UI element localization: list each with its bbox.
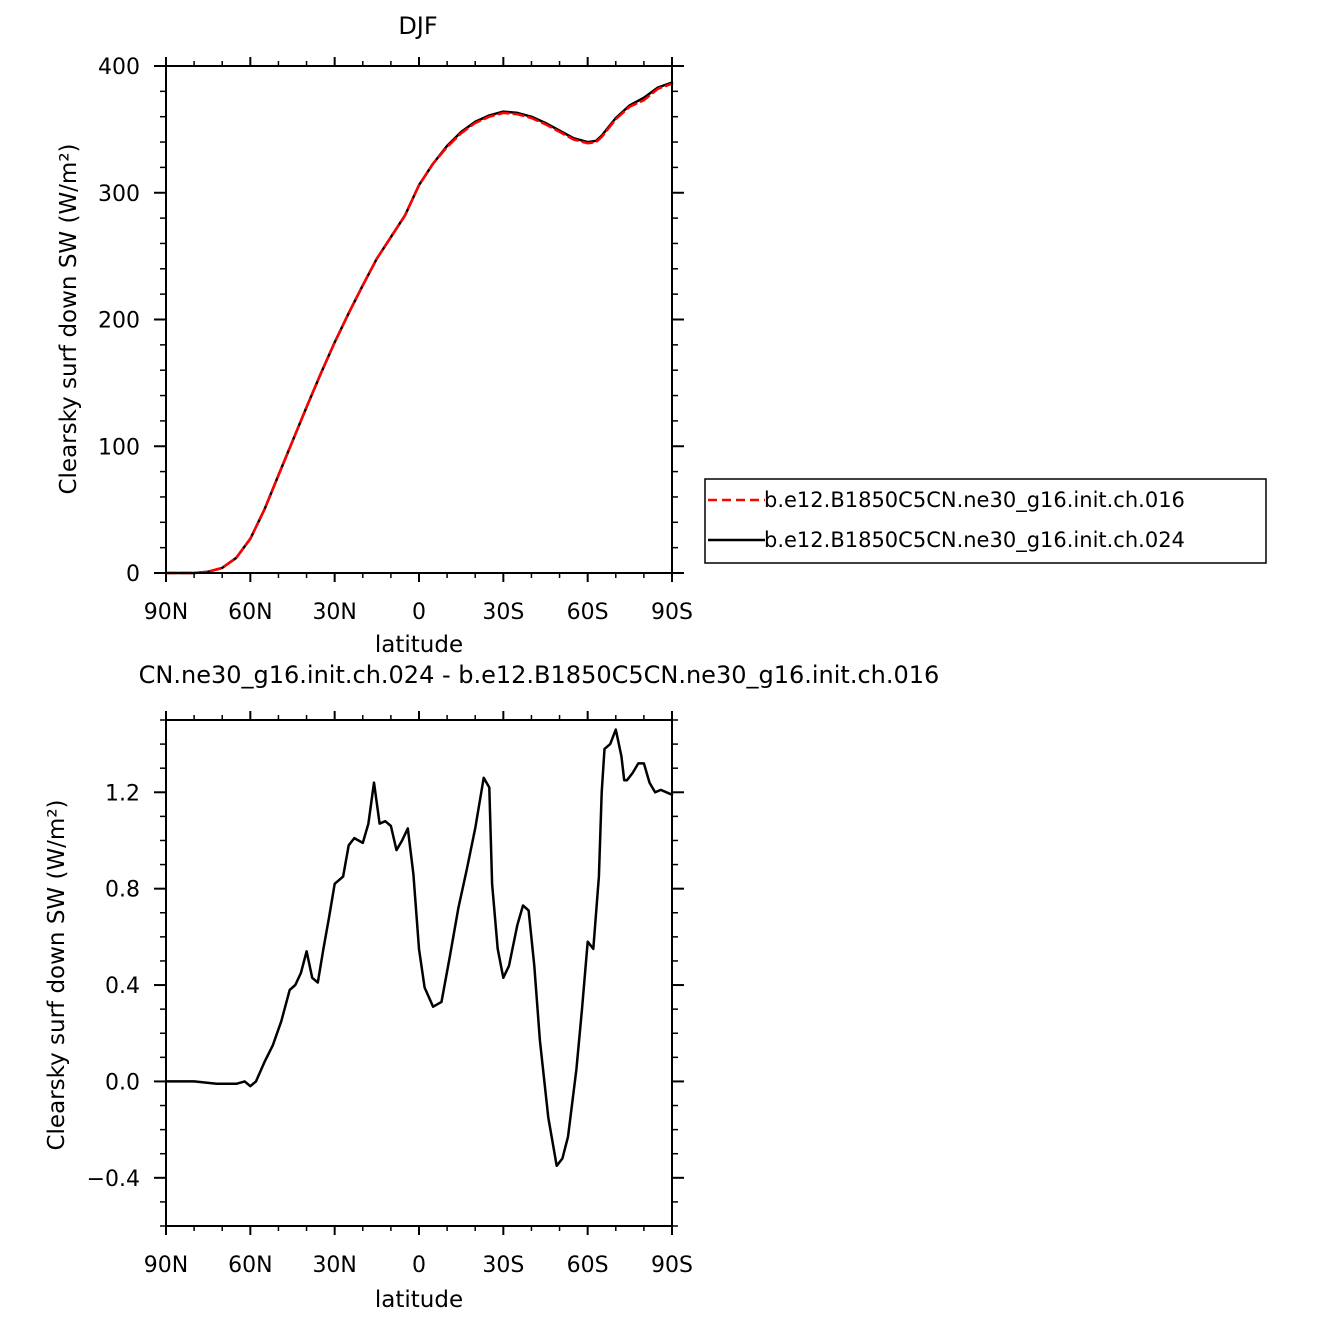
- top-x-tick-label-3: 0: [412, 600, 426, 625]
- top-series-line-0: [164, 82, 674, 575]
- bottom-x-tick-label-3: 0: [412, 1253, 426, 1278]
- bottom-y-axis-label: Clearsky surf down SW (W/m²): [44, 799, 70, 1150]
- bottom-x-tick-label-5: 60S: [567, 1253, 609, 1278]
- top-x-tick-label-4: 30S: [482, 600, 524, 625]
- top-y-tick-label-0: 0: [126, 562, 140, 587]
- top-series-line-1: [164, 81, 674, 575]
- top-x-tick-label-5: 60S: [567, 600, 609, 625]
- top-panel: DJF 90N 60N 30N 0 30S 60S 90S 0 100 200 300 400 lat…: [56, 12, 1267, 658]
- bottom-y-tick-label-2: 0.4: [105, 974, 140, 999]
- bottom-x-tick-label-0: 90N: [144, 1253, 188, 1278]
- top-y-axis-label: Clearsky surf down SW (W/m²): [56, 143, 82, 494]
- bottom-ticks-group: 90N 60N 30N 0 30S 60S 90S −0.4 0.0 0.4 0.8 1.2: [87, 711, 693, 1278]
- bottom-panel-title: CN.ne30_g16.init.ch.024 - b.e12.B1850C5C…: [139, 661, 940, 689]
- bottom-x-tick-label-1: 60N: [228, 1253, 272, 1278]
- bottom-x-axis-label: latitude: [375, 1287, 463, 1313]
- top-x-axis-label: latitude: [375, 632, 463, 658]
- bottom-y-tick-label-3: 0.8: [105, 878, 140, 903]
- bottom-y-tick-label-4: 1.2: [105, 781, 140, 806]
- bottom-plot-frame: [165, 719, 673, 1227]
- legend-box: [704, 478, 1267, 564]
- legend-label-024: b.e12.B1850C5CN.ne30_g16.init.ch.024: [764, 528, 1185, 553]
- bottom-x-tick-label-6: 90S: [651, 1253, 693, 1278]
- bottom-x-tick-label-2: 30N: [312, 1253, 356, 1278]
- legend-label-016: b.e12.B1850C5CN.ne30_g16.init.ch.016: [764, 488, 1185, 513]
- bottom-series-group: [164, 728, 674, 1168]
- bottom-series-line-0: [164, 728, 674, 1168]
- top-x-tick-label-1: 60N: [228, 600, 272, 625]
- top-y-tick-label-3: 300: [98, 182, 140, 207]
- legend: b.e12.B1850C5CN.ne30_g16.init.ch.016 b.e…: [704, 478, 1267, 564]
- bottom-x-tick-label-4: 30S: [482, 1253, 524, 1278]
- bottom-y-tick-label-0: −0.4: [87, 1167, 140, 1192]
- top-x-tick-label-6: 90S: [651, 600, 693, 625]
- top-x-tick-label-2: 30N: [312, 600, 356, 625]
- top-ticks-group: 90N 60N 30N 0 30S 60S 90S 0 100 200 300 400: [98, 55, 693, 625]
- top-y-tick-label-2: 200: [98, 309, 140, 334]
- top-panel-title: DJF: [398, 12, 437, 40]
- bottom-y-tick-label-1: 0.0: [105, 1070, 140, 1095]
- top-x-tick-label-0: 90N: [144, 600, 188, 625]
- top-y-tick-label-4: 400: [98, 55, 140, 80]
- top-series-group: [164, 81, 674, 575]
- top-y-tick-label-1: 100: [98, 435, 140, 460]
- bottom-panel: CN.ne30_g16.init.ch.024 - b.e12.B1850C5C…: [44, 661, 939, 1313]
